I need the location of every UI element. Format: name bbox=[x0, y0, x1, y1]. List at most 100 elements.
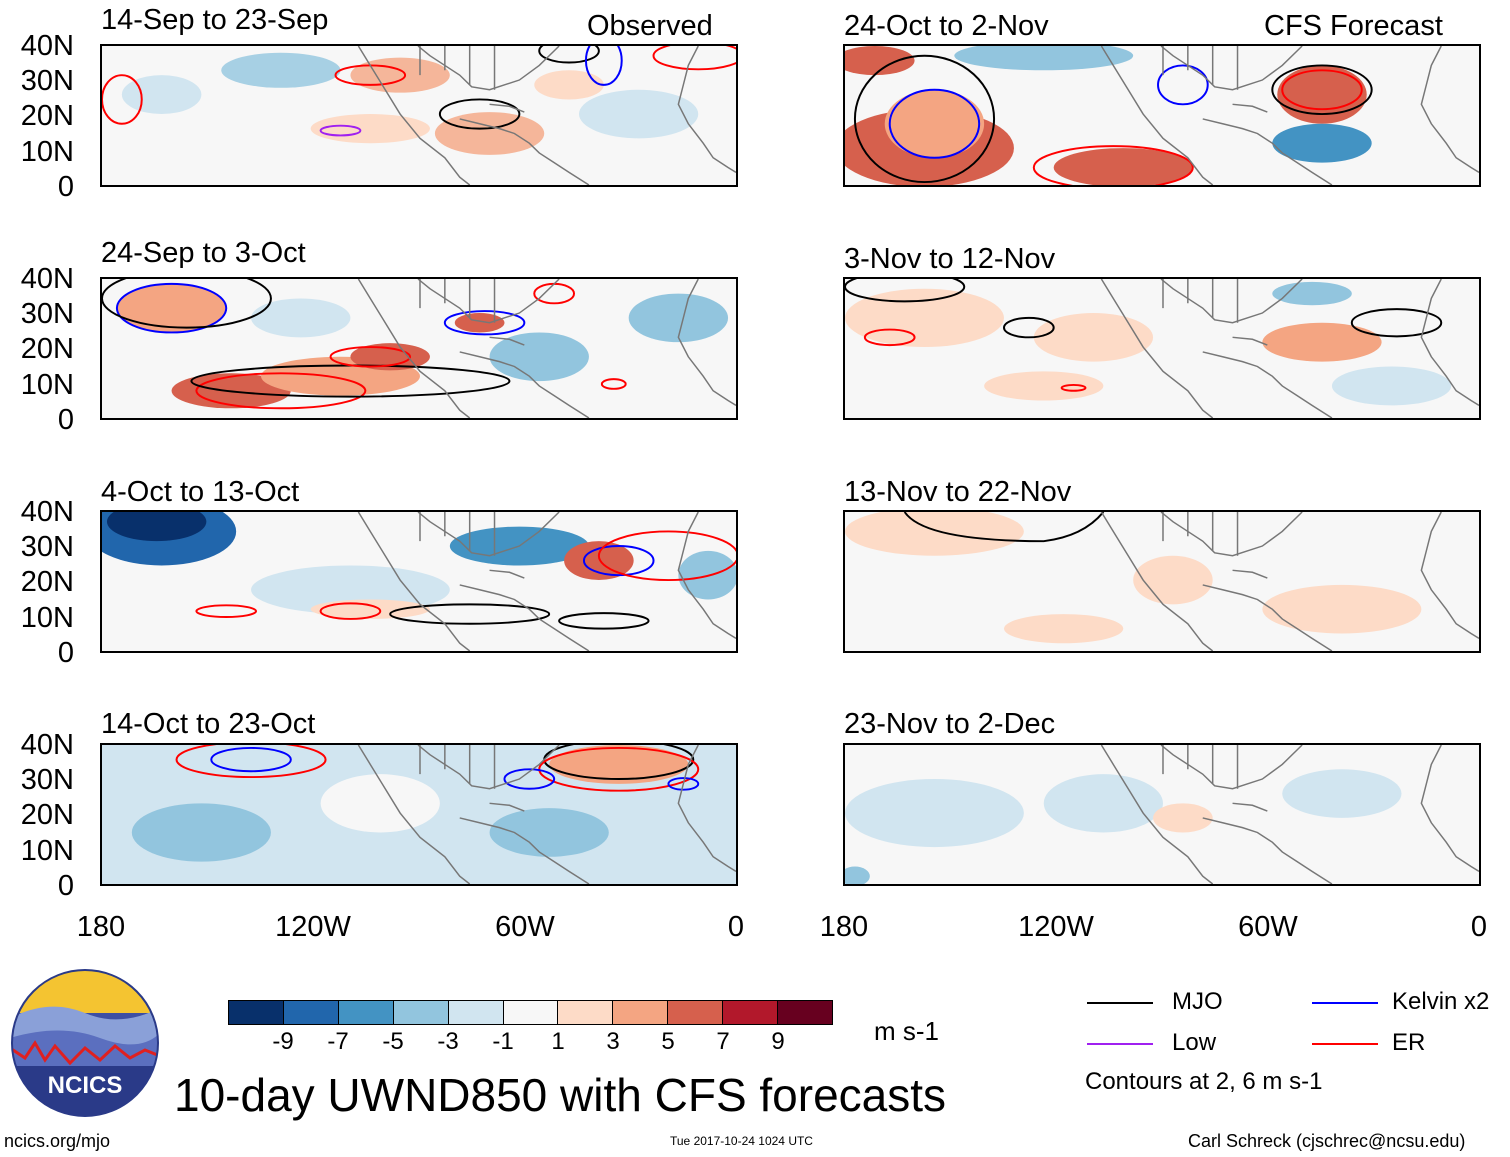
map-svg bbox=[845, 279, 1479, 418]
colorbar-tick-label: -9 bbox=[272, 1028, 294, 1055]
map-svg bbox=[102, 279, 736, 418]
colorbar-tick-label: 1 bbox=[551, 1028, 565, 1055]
footer-author: Carl Schreck (cjschrec@ncsu.edu) bbox=[1188, 1131, 1466, 1151]
lon-label: 180 bbox=[76, 911, 126, 943]
coastline bbox=[1232, 802, 1268, 812]
colorbar-swatch bbox=[448, 1001, 504, 1024]
lat-label: 10N bbox=[20, 136, 74, 168]
panel-title-8: 23-Nov to 2-Dec bbox=[844, 708, 1056, 740]
coastline bbox=[1100, 745, 1214, 884]
lon-label: 180 bbox=[819, 911, 869, 943]
map-panel-8 bbox=[843, 743, 1481, 886]
panel-title-2: 24-Sep to 3-Oct bbox=[101, 237, 306, 269]
lat-label: 40N bbox=[20, 496, 74, 528]
coastline bbox=[677, 745, 736, 872]
colorbar-swatch bbox=[503, 1001, 559, 1024]
coastline bbox=[1162, 46, 1239, 90]
coastline bbox=[419, 279, 496, 323]
lat-label: 20N bbox=[20, 100, 74, 132]
logo-text: NCICS bbox=[48, 1072, 123, 1099]
colorbar-swatch bbox=[668, 1001, 724, 1024]
colorbar-swatch bbox=[338, 1001, 394, 1024]
colorbar-swatch bbox=[613, 1001, 669, 1024]
forecast-label: CFS Forecast bbox=[1264, 10, 1443, 42]
lat-label: 40N bbox=[20, 729, 74, 761]
lon-label: 120W bbox=[1018, 911, 1094, 943]
coastline bbox=[1202, 584, 1333, 651]
coastline bbox=[459, 351, 590, 418]
footer-url[interactable]: ncics.org/mjo bbox=[4, 1131, 111, 1151]
coastline bbox=[489, 103, 525, 113]
coastline bbox=[417, 745, 560, 790]
map-svg bbox=[102, 512, 736, 651]
coastline bbox=[357, 46, 471, 185]
legend-line-kelvin bbox=[1312, 1002, 1378, 1004]
map-panel-4 bbox=[100, 743, 738, 886]
coastline bbox=[1232, 569, 1268, 579]
coastline bbox=[1232, 336, 1268, 346]
coastline bbox=[417, 279, 560, 324]
lat-label: 10N bbox=[20, 602, 74, 634]
colorbar-tick-label: -5 bbox=[382, 1028, 404, 1055]
coastline bbox=[1420, 512, 1479, 639]
panel-title-7: 13-Nov to 22-Nov bbox=[844, 476, 1072, 508]
map-svg bbox=[102, 745, 736, 884]
coastline bbox=[677, 279, 736, 406]
lat-label: 30N bbox=[20, 531, 74, 563]
panel-title-1: 14-Sep to 23-Sep bbox=[101, 4, 329, 36]
legend-note: Contours at 2, 6 m s-1 bbox=[1085, 1068, 1323, 1095]
coastline bbox=[419, 745, 496, 789]
coastline bbox=[489, 569, 525, 579]
coastline bbox=[357, 512, 471, 651]
lon-label: 60W bbox=[495, 911, 555, 943]
colorbar-swatch bbox=[723, 1001, 779, 1024]
lon-label: 60W bbox=[1238, 911, 1298, 943]
coastline bbox=[1100, 512, 1214, 651]
colorbar-swatch bbox=[393, 1001, 449, 1024]
lat-label: 20N bbox=[20, 799, 74, 831]
colorbar-tick-label: 5 bbox=[661, 1028, 675, 1055]
coastline bbox=[459, 584, 590, 651]
lon-label: 120W bbox=[275, 911, 351, 943]
map-svg bbox=[102, 46, 736, 185]
lat-label: 20N bbox=[20, 566, 74, 598]
coastline bbox=[1202, 817, 1333, 884]
map-svg bbox=[845, 512, 1479, 651]
coastline bbox=[1160, 46, 1303, 91]
lat-label: 40N bbox=[20, 30, 74, 62]
coastline bbox=[1160, 279, 1303, 324]
coastline bbox=[1100, 46, 1214, 185]
lat-label: 0 bbox=[57, 637, 74, 669]
map-panel-5 bbox=[843, 44, 1481, 187]
colorbar-swatch bbox=[229, 1001, 284, 1024]
map-panel-2 bbox=[100, 277, 738, 420]
coastline bbox=[1100, 279, 1214, 418]
colorbar-tick-label: 3 bbox=[606, 1028, 620, 1055]
coastline bbox=[459, 118, 590, 185]
colorbar-swatch bbox=[558, 1001, 614, 1024]
coastline bbox=[489, 802, 525, 812]
coastline bbox=[1160, 512, 1303, 557]
coastline bbox=[1420, 745, 1479, 872]
lat-label: 0 bbox=[57, 870, 74, 902]
legend-line-mjo bbox=[1087, 1002, 1153, 1004]
colorbar-swatch bbox=[283, 1001, 339, 1024]
coastline bbox=[1202, 351, 1333, 418]
coastline bbox=[1420, 279, 1479, 406]
ncics-logo: NCICS bbox=[10, 968, 160, 1118]
colorbar-tick-label: 9 bbox=[771, 1028, 785, 1055]
colorbar bbox=[228, 1000, 833, 1025]
colorbar-tick-label: -3 bbox=[437, 1028, 459, 1055]
legend-line-er bbox=[1312, 1043, 1378, 1045]
colorbar-tick-label: -7 bbox=[327, 1028, 349, 1055]
panel-title-4: 14-Oct to 23-Oct bbox=[101, 708, 316, 740]
main-title: 10-day UWND850 with CFS forecasts bbox=[174, 1069, 947, 1121]
coastline bbox=[677, 46, 736, 173]
legend-line-low bbox=[1087, 1043, 1153, 1045]
legend-label-mjo: MJO bbox=[1172, 988, 1223, 1015]
colorbar-swatch bbox=[778, 1001, 832, 1024]
footer-timestamp: Tue 2017-10-24 1024 UTC bbox=[670, 1134, 813, 1148]
coastline bbox=[419, 512, 496, 556]
map-panel-3 bbox=[100, 510, 738, 653]
lat-label: 0 bbox=[57, 171, 74, 203]
